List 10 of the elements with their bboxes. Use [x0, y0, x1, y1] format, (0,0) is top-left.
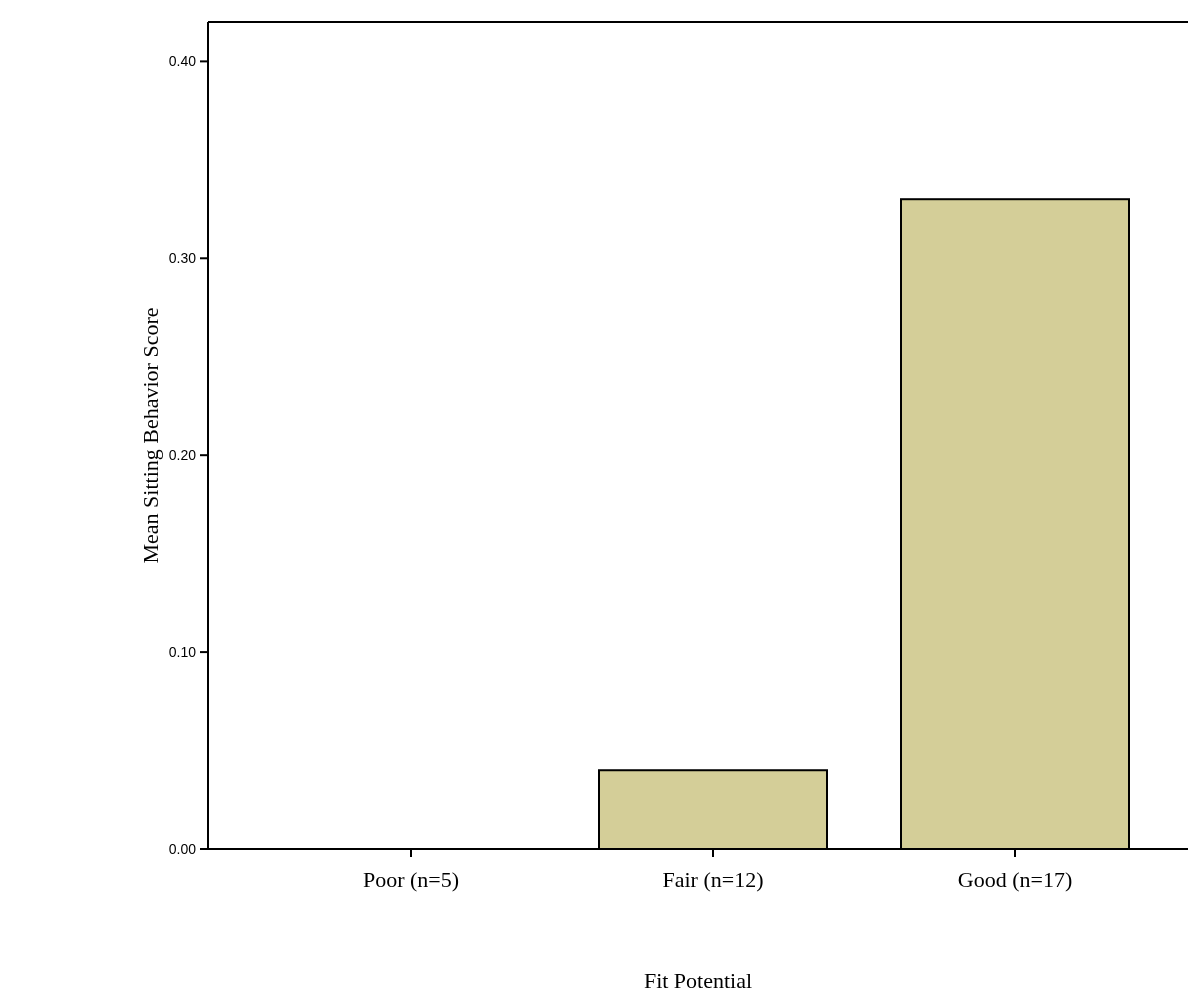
y-axis-title: Mean Sitting Behavior Score	[138, 307, 163, 564]
y-tick-label: 0.20	[168, 447, 197, 464]
y-tick-label: 0.10	[168, 644, 197, 660]
x-tick-label: Poor (n=5)	[362, 867, 460, 892]
x-tick-label: Good (n=17)	[957, 867, 1073, 892]
x-tick-label: Fair (n=12)	[662, 867, 764, 892]
y-tick-label: 0.00	[168, 840, 197, 857]
x-axis-title: Fit Potential	[643, 968, 753, 993]
y-tick-label: 0.40	[168, 53, 197, 70]
y-tick-label: 0.30	[168, 250, 197, 267]
